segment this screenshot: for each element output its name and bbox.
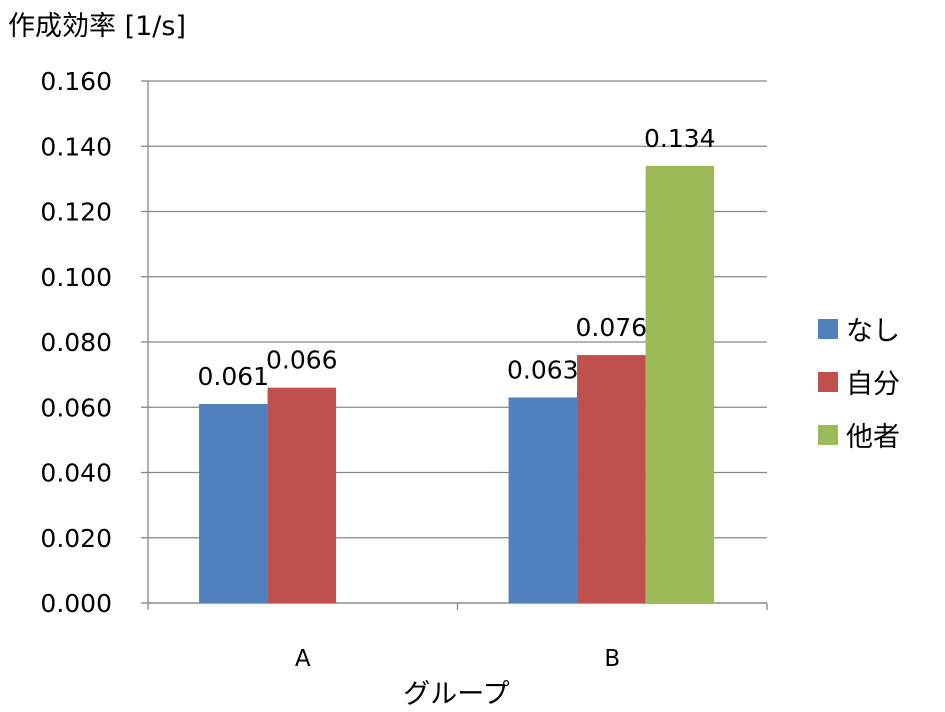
- x-tick-label: A: [295, 646, 311, 672]
- y-tick-label: 0.080: [40, 328, 112, 357]
- legend-swatch-jibun: [818, 371, 838, 392]
- legend-item-tasha: 他者: [818, 408, 900, 461]
- y-tick-label: 0.140: [40, 132, 112, 161]
- y-tick-label: 0.000: [40, 589, 112, 618]
- legend-label-nashi: なし: [846, 316, 900, 347]
- y-axis-title: 作成効率 [1/s]: [8, 11, 186, 42]
- y-tick-label: 0.020: [40, 524, 112, 553]
- x-tick-label: B: [604, 646, 620, 672]
- bar: [645, 165, 715, 603]
- bar: [199, 403, 268, 603]
- y-tick-label: 0.160: [40, 67, 112, 96]
- legend: なし 自分 他者: [818, 302, 900, 461]
- y-tick-label: 0.060: [40, 393, 112, 422]
- y-tick-label: 0.120: [40, 198, 112, 227]
- y-tick-label: 0.040: [40, 459, 112, 488]
- bar: [577, 355, 646, 603]
- legend-label-jibun: 自分: [846, 369, 900, 400]
- legend-swatch-nashi: [818, 318, 838, 339]
- y-tick-label: 0.100: [40, 263, 112, 292]
- x-axis-title-wrapper: グループ: [0, 672, 945, 711]
- legend-item-nashi: なし: [818, 302, 900, 355]
- bar: [508, 397, 578, 603]
- x-axis-title: グループ: [403, 679, 510, 710]
- legend-label-tasha: 他者: [846, 422, 900, 453]
- data-label: 0.061: [198, 362, 270, 391]
- data-label: 0.063: [507, 355, 579, 384]
- data-label: 0.134: [644, 124, 716, 153]
- data-label: 0.066: [266, 346, 338, 375]
- bar: [267, 387, 337, 603]
- legend-swatch-tasha: [818, 424, 838, 445]
- legend-item-jibun: 自分: [818, 355, 900, 408]
- data-label: 0.076: [576, 313, 648, 342]
